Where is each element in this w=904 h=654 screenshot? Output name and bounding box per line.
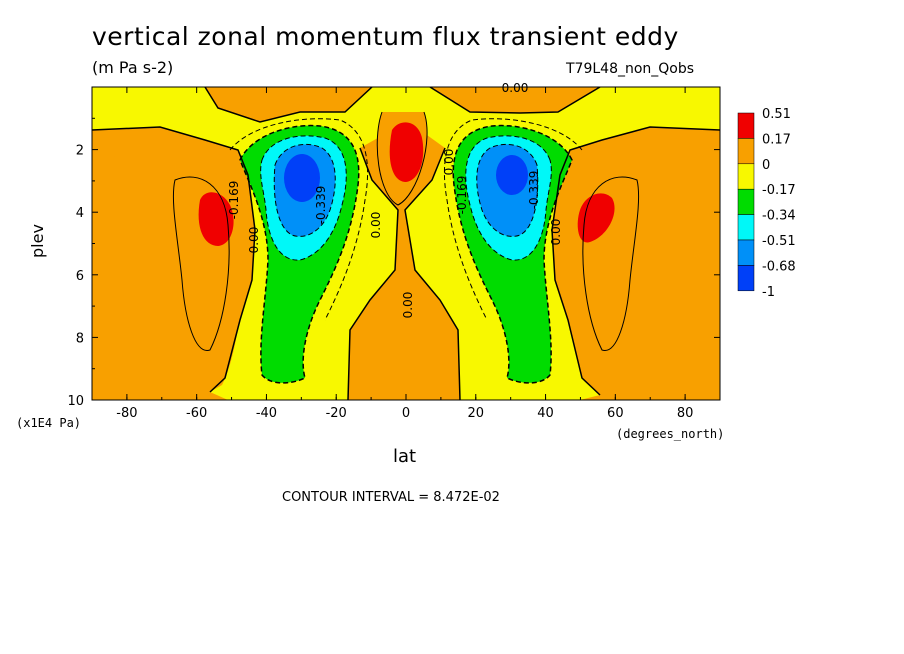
positive-lobe-right xyxy=(405,300,450,385)
x-axis-units: (degrees_north) xyxy=(616,427,725,441)
x-tick-label: -60 xyxy=(186,406,207,421)
filled-contours xyxy=(92,87,720,400)
colorbar: 0.51 0.17 0 -0.17 -0.34 -0.51 -0.68 -1 xyxy=(737,107,796,300)
x-tick-label: 80 xyxy=(677,406,694,421)
y-axis-units: (x1E4 Pa) xyxy=(16,416,82,430)
colorbar-swatch xyxy=(737,265,755,292)
contour-interval: CONTOUR INTERVAL = 8.472E-02 xyxy=(282,490,500,505)
contour-label: 0.00 xyxy=(247,227,261,254)
contour-label: -0.169 xyxy=(455,176,469,215)
contour-lines xyxy=(92,87,720,400)
colorbar-label: 0.51 xyxy=(762,107,791,122)
colorbar-swatch xyxy=(737,214,755,241)
contour-label: 0.00 xyxy=(502,81,529,95)
contour-label: -0.339 xyxy=(314,186,328,225)
min-core-nh xyxy=(496,155,528,195)
colorbar-swatch xyxy=(737,239,755,266)
positive-region-nh xyxy=(569,151,720,400)
max-core-eq xyxy=(389,122,424,182)
y-tick-label: 4 xyxy=(76,206,84,221)
contour-label: 0.00 xyxy=(401,292,415,319)
x-tick-label: 60 xyxy=(607,406,624,421)
colorbar-swatch xyxy=(737,163,755,190)
colorbar-label: 0 xyxy=(762,158,770,173)
colorbar-label: -0.34 xyxy=(762,209,796,224)
contour-label: 0.00 xyxy=(549,219,563,246)
contour-labels: 0.000.000.000.000.000.00-0.169 -0.339 -0.1… xyxy=(227,81,563,318)
colorbar-swatch xyxy=(737,188,755,215)
y-tick-label: 2 xyxy=(76,144,84,159)
colorbar-label: -0.68 xyxy=(762,259,796,274)
colorbar-swatch xyxy=(737,138,755,165)
x-tick-label: -80 xyxy=(116,406,137,421)
x-tick-label: 0 xyxy=(402,406,410,421)
run-label: T79L48_non_Qobs xyxy=(566,61,695,77)
y-tick-label: 6 xyxy=(76,269,84,284)
contour-label: 0.00 xyxy=(369,212,383,239)
y-tick-label: 10 xyxy=(67,394,84,409)
x-axis-label: lat xyxy=(393,446,417,467)
positive-lobe-left xyxy=(360,300,405,385)
x-tick-label: -20 xyxy=(326,406,347,421)
y-tick-label: 8 xyxy=(76,331,84,346)
contour-label: 0.00 xyxy=(442,149,456,176)
negative-contours xyxy=(229,118,583,384)
max-core-nh xyxy=(577,193,615,243)
min-core-sh xyxy=(284,154,320,202)
colorbar-label: -0.51 xyxy=(762,234,796,249)
contour-label: -0.169 xyxy=(227,181,241,220)
colorbar-label: 0.17 xyxy=(762,132,791,147)
x-tick-label: 40 xyxy=(537,406,554,421)
chart-units: (m Pa s-2) xyxy=(92,58,174,77)
x-tick-label: -40 xyxy=(256,406,277,421)
colorbar-label: -1 xyxy=(762,285,775,300)
x-tick-label: 20 xyxy=(468,406,485,421)
chart-title: vertical zonal momentum flux transient e… xyxy=(92,22,679,51)
colorbar-label: -0.17 xyxy=(762,183,796,198)
contour-label: -0.339 xyxy=(527,171,541,210)
x-ticks: -80 -60 -40 -20 0 20 40 60 80 xyxy=(91,87,721,421)
colorbar-swatch xyxy=(737,112,755,139)
positive-region-sh xyxy=(92,151,243,400)
y-ticks: 2 4 6 8 10 xyxy=(67,117,720,409)
